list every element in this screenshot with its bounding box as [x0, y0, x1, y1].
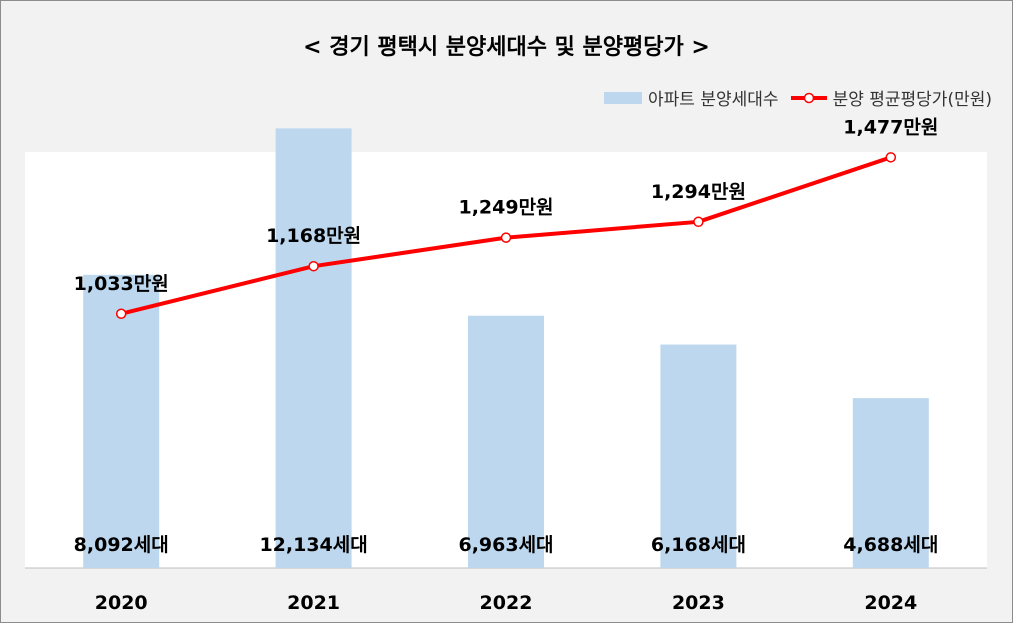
line-marker: [308, 260, 319, 272]
line-data-label: 1,477만원: [843, 116, 938, 138]
line-data-label: 1,033만원: [74, 273, 169, 295]
line-marker: [693, 216, 704, 228]
legend-label-bars: 아파트 분양세대수: [648, 90, 779, 110]
legend-line-swatch: [790, 92, 827, 103]
line-data-label: 1,168만원: [266, 225, 361, 247]
bar: [83, 274, 160, 568]
x-tick-label: 2022: [480, 592, 533, 614]
bar-data-label: 6,168세대: [651, 534, 746, 556]
line-data-label: 1,249만원: [458, 197, 553, 219]
line-marker: [500, 232, 512, 243]
bar: [852, 398, 929, 568]
line-data-label: 1,294만원: [651, 181, 746, 203]
legend-item-line: 분양 평균평당가(만원): [789, 85, 992, 110]
bar: [468, 315, 544, 568]
x-tick-label: 2020: [95, 592, 148, 614]
legend-label-line: 분양 평균평당가(만원): [832, 90, 992, 110]
x-tick-label: 2024: [864, 592, 917, 614]
bar: [275, 128, 352, 568]
x-tick-label: 2023: [672, 592, 725, 614]
chart-title: < 경기 평택시 분양세대수 및 분양평당가 >: [303, 35, 710, 60]
legend-bar-swatch: [604, 91, 643, 104]
bar-data-label: 4,688세대: [843, 534, 938, 556]
legend-item-bars: 아파트 분양세대수: [604, 85, 779, 110]
bar-data-label: 8,092세대: [74, 534, 169, 556]
bar-data-label: 12,134세대: [259, 534, 367, 556]
x-tick-label: 2021: [287, 592, 340, 614]
line-marker: [885, 152, 897, 163]
bar-data-label: 6,963세대: [458, 534, 553, 556]
bar: [660, 344, 737, 568]
legend: 아파트 분양세대수 분양 평균평당가(만원): [594, 85, 992, 110]
line-marker: [115, 308, 127, 320]
